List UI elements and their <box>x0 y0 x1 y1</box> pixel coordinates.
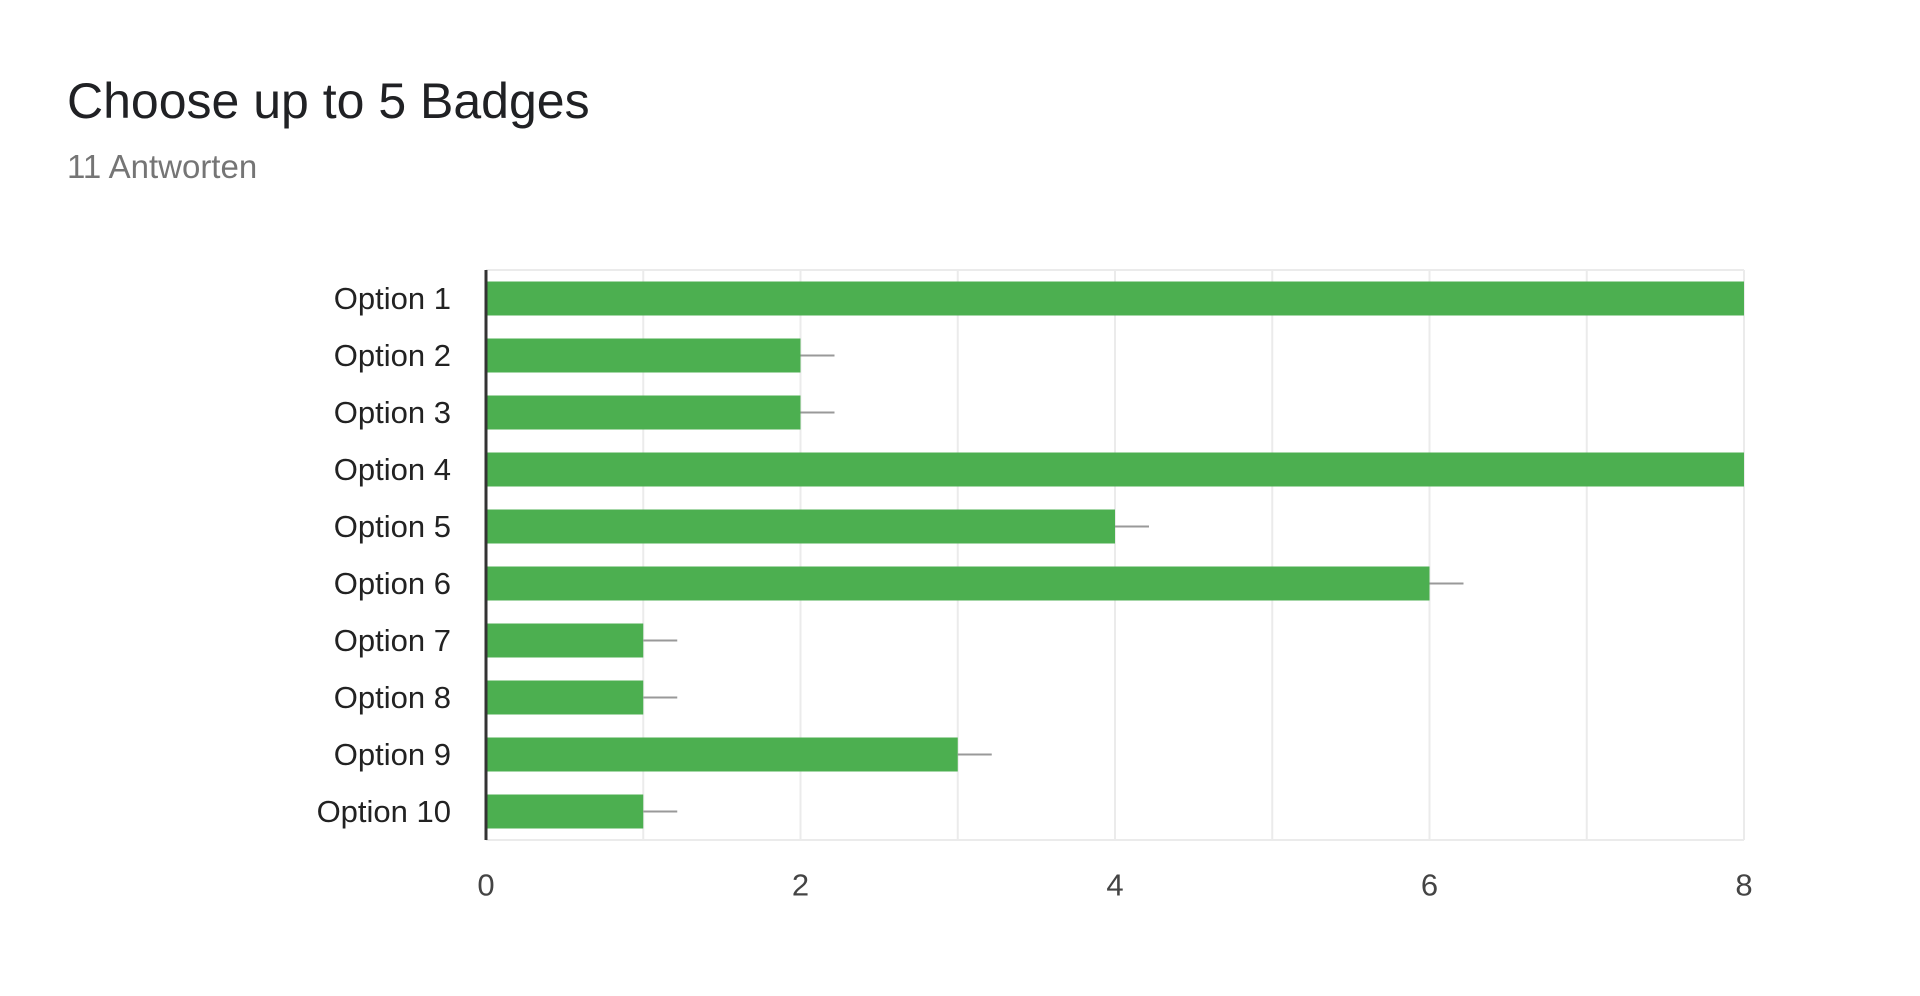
bars <box>486 281 1744 829</box>
category-label: Option 8 <box>334 680 451 715</box>
bar <box>486 680 644 715</box>
category-label: Option 6 <box>334 566 451 601</box>
category-label: Option 5 <box>334 509 451 544</box>
bar <box>486 623 644 658</box>
category-label: Option 7 <box>334 623 451 658</box>
bar <box>486 395 801 430</box>
bar <box>486 566 1430 601</box>
category-label: Option 3 <box>334 395 451 430</box>
category-label: Option 10 <box>317 794 451 829</box>
x-tick-labels: 0 2 4 6 8 <box>477 868 1752 903</box>
bar <box>486 452 1744 487</box>
x-tick-label: 4 <box>1106 868 1123 903</box>
bar <box>486 281 1744 316</box>
bar <box>486 737 958 772</box>
x-tick-label: 2 <box>792 868 809 903</box>
bar <box>486 338 801 373</box>
chart-title: Choose up to 5 Badges <box>67 73 590 129</box>
category-labels: Option 1 Option 2 Option 3 Option 4 Option 5… <box>317 281 451 829</box>
bar <box>486 794 644 829</box>
bar <box>486 509 1115 544</box>
error-bars <box>643 354 1464 813</box>
response-count: 11 Antworten <box>67 148 258 185</box>
category-label: Option 4 <box>334 452 451 487</box>
category-label: Option 1 <box>334 281 451 316</box>
category-label: Option 2 <box>334 338 451 373</box>
x-tick-label: 8 <box>1735 868 1752 903</box>
x-tick-label: 6 <box>1421 868 1438 903</box>
x-tick-label: 0 <box>477 868 494 903</box>
category-label: Option 9 <box>334 737 451 772</box>
